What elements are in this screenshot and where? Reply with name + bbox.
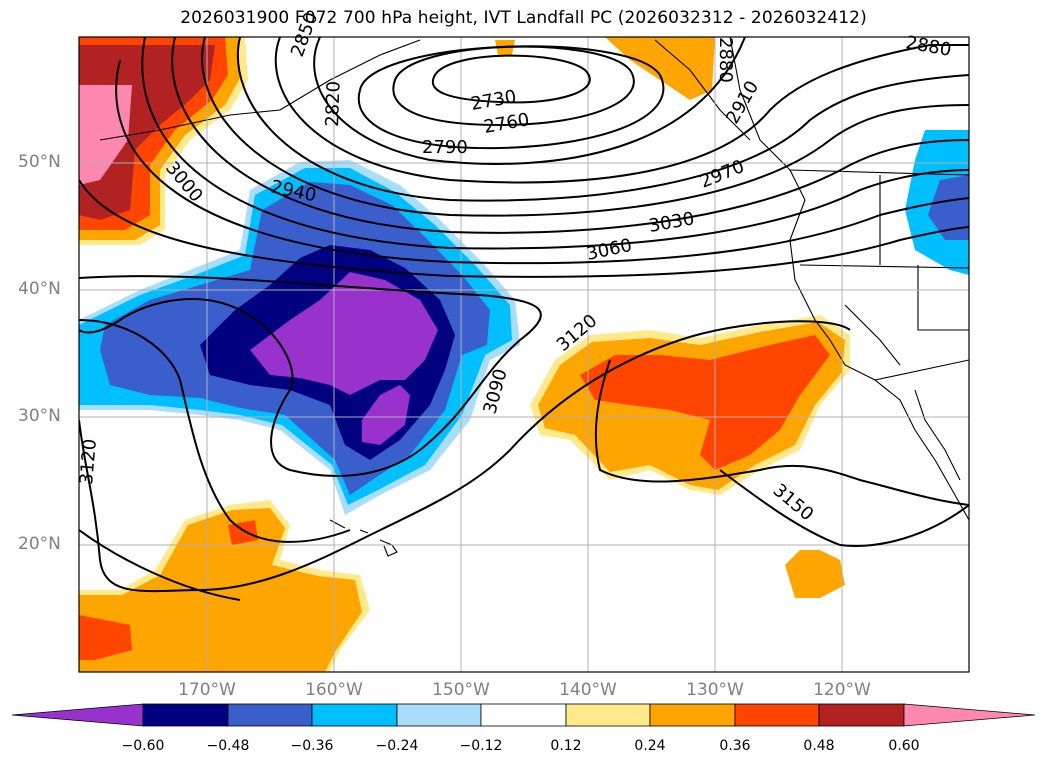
contour-label: 2880 xyxy=(715,37,736,83)
positive-anomaly-northwest xyxy=(79,37,248,245)
colorbar-extend-max xyxy=(903,703,1036,727)
contour-label: 2730 xyxy=(469,86,518,115)
colorbar-tick: −0.36 xyxy=(290,738,334,754)
colorbar-tick: −0.60 xyxy=(121,738,165,754)
lat-label-30n: 30°N xyxy=(18,406,61,426)
contour-label: 2850 xyxy=(287,9,322,59)
colorbar-tick: −0.48 xyxy=(206,738,250,754)
colorbar-tick: −0.24 xyxy=(375,738,419,754)
colorbar-bin xyxy=(396,703,482,727)
lon-label-120w: 120°W xyxy=(813,680,871,700)
colorbar-tick: 0.12 xyxy=(550,738,582,754)
contour-label: 2760 xyxy=(482,109,531,138)
colorbar xyxy=(11,703,1036,727)
colorbar-bin xyxy=(565,703,651,727)
contour-label: 3120 xyxy=(76,438,101,485)
contour-label: 2790 xyxy=(422,137,468,158)
colorbar-bin xyxy=(311,703,398,727)
coastlines xyxy=(99,37,969,557)
contour-label: 2820 xyxy=(322,81,345,128)
lon-label-150w: 150°W xyxy=(432,680,490,700)
positive-anomaly-southwest xyxy=(79,37,715,672)
colorbar-tick: 0.24 xyxy=(634,738,666,754)
contour-label: 3150 xyxy=(769,480,818,526)
contour-label: 2970 xyxy=(697,156,747,193)
lon-label-170w: 170°W xyxy=(178,680,236,700)
colorbar-tick: 0.60 xyxy=(888,738,920,754)
contour-label: 2910 xyxy=(722,77,763,127)
lat-label-50n: 50°N xyxy=(18,152,61,172)
lon-label-140w: 140°W xyxy=(559,680,617,700)
height-contours xyxy=(79,37,969,601)
map-title: 2026031900 F072 700 hPa height, IVT Land… xyxy=(180,8,867,28)
lon-label-160w: 160°W xyxy=(305,680,363,700)
colorbar-bin xyxy=(649,703,736,727)
colorbar-bin xyxy=(818,703,905,727)
colorbar-tick: −0.12 xyxy=(459,738,503,754)
map-frame xyxy=(78,36,970,673)
colorbar-extend-min xyxy=(11,703,144,727)
contour-label: 3030 xyxy=(647,208,696,237)
colorbar-bin xyxy=(227,703,313,727)
colorbar-tick: 0.36 xyxy=(719,738,751,754)
colorbar-bin xyxy=(480,703,567,727)
colorbar-bin xyxy=(142,703,229,727)
colorbar-tick: 0.48 xyxy=(803,738,835,754)
colorbar-bin xyxy=(734,703,820,727)
lon-label-130w: 130°W xyxy=(686,680,744,700)
positive-anomaly-east xyxy=(530,315,850,598)
lat-label-20n: 20°N xyxy=(18,534,61,554)
lat-label-40n: 40°N xyxy=(18,279,61,299)
